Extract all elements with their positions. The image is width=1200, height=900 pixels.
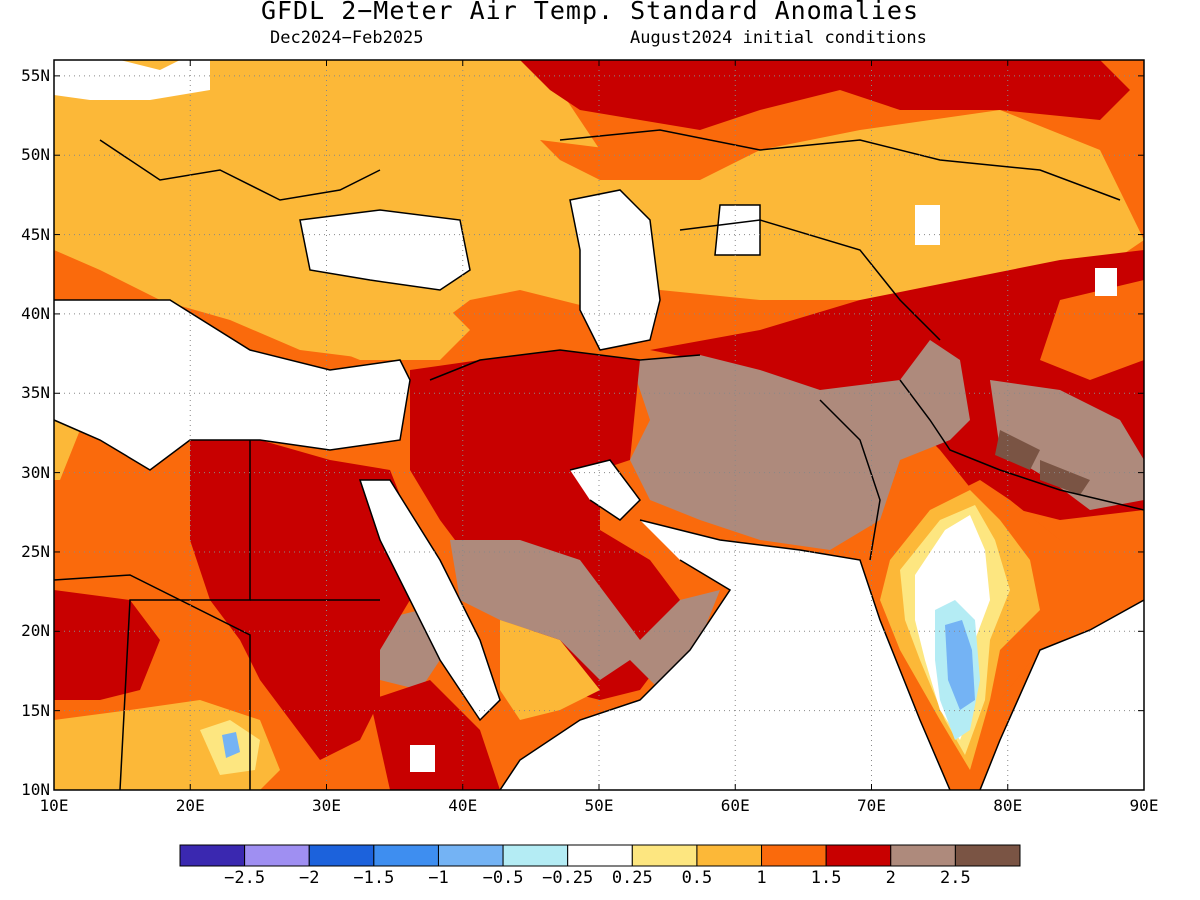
mediterranean-sea <box>54 300 410 470</box>
strong-warm-chad <box>54 590 160 700</box>
black-sea <box>300 210 470 290</box>
colorbar-label: 0.5 <box>681 868 713 888</box>
initial-conditions: August2024 initial conditions <box>630 28 927 48</box>
colorbar-label: 2.5 <box>940 868 971 888</box>
very-strong-warm-iran-pakistan <box>630 340 970 550</box>
lat-label: 15N <box>21 700 50 720</box>
moderate-warm-turkey <box>300 300 470 360</box>
colorbar-label: 1.5 <box>810 868 842 888</box>
lat-label: 35N <box>21 383 50 403</box>
lat-label: 40N <box>21 303 50 323</box>
colorbar-swatch <box>631 844 698 867</box>
caspian-coast <box>569 189 661 351</box>
aral-sea <box>715 205 760 255</box>
lon-label: 90E <box>1129 796 1159 815</box>
lat-label: 45N <box>21 224 50 244</box>
mediterranean-coast <box>54 299 411 471</box>
cool-india <box>945 620 975 710</box>
cool-spot-sudan <box>222 732 240 758</box>
very-strong-warm-tibet <box>990 380 1144 510</box>
lat-label: 20N <box>21 621 50 641</box>
lake-nodata-east <box>1095 268 1117 296</box>
lat-label: 55N <box>21 65 50 85</box>
grid-lines <box>54 60 1144 790</box>
lat-label: 10N <box>21 780 50 799</box>
extreme-warm-tibet-2 <box>1040 460 1090 495</box>
warm-patch-kazakh <box>540 140 760 180</box>
colorbar-label: 0.25 <box>611 868 653 888</box>
lon-label: 20E <box>175 796 205 815</box>
arabian-sea-coast <box>639 519 951 790</box>
lon-label: 10E <box>39 796 69 815</box>
colorbar-swatch <box>567 844 633 867</box>
pakistan-border <box>819 399 881 561</box>
axis-ticks <box>53 60 1145 791</box>
persian-gulf <box>570 460 640 520</box>
colorbar-label: −2.5 <box>224 868 266 888</box>
colorbar-swatch <box>761 844 827 867</box>
turkey-border <box>429 349 701 381</box>
gulf-coast <box>569 459 641 521</box>
bengal-coast <box>979 599 1144 790</box>
lon-label: 70E <box>857 796 886 815</box>
colorbar <box>179 844 1021 867</box>
arabian-sea <box>500 520 950 790</box>
colorbar-label: 2 <box>885 868 896 888</box>
moderate-warm-libya-coast <box>54 420 80 480</box>
russia-border <box>559 129 1121 201</box>
red-sea <box>360 480 500 720</box>
balkhash-lake <box>915 205 940 245</box>
colorbar-swatch <box>373 844 439 867</box>
colorbar-label: 1 <box>756 868 767 888</box>
strong-warm-ethiopia <box>370 680 500 790</box>
colorbar-swatch <box>502 844 569 867</box>
central-asia-border <box>679 219 941 341</box>
colorbar-label: −2 <box>298 868 320 888</box>
lon-label: 40E <box>448 796 478 815</box>
lake-tana <box>410 745 435 772</box>
lon-label: 50E <box>584 796 614 815</box>
colorbar-swatch <box>437 844 504 867</box>
extreme-warm-tibet <box>995 430 1040 470</box>
forecast-period: Dec2024−Feb2025 <box>270 28 424 48</box>
himalaya-border <box>899 379 1144 511</box>
red-sea-coast <box>358 479 501 722</box>
colorbar-swatch <box>179 844 246 867</box>
colorbar-label: −1 <box>428 868 449 888</box>
lon-label: 80E <box>993 796 1023 815</box>
warm-patch-east <box>1040 280 1144 380</box>
lon-label: 30E <box>312 796 341 815</box>
colorbar-swatch <box>696 844 763 867</box>
arabia-south-coast <box>499 559 732 790</box>
very-strong-warm-arabia <box>450 540 720 690</box>
colorbar-swatch <box>308 844 375 867</box>
lon-label: 60E <box>720 796 750 815</box>
colorbar-label: −0.5 <box>482 868 524 888</box>
baltic-sea <box>54 60 210 100</box>
europe-border <box>99 139 381 201</box>
black-sea-coast <box>299 209 471 291</box>
bay-of-bengal <box>980 600 1144 790</box>
aral-coast <box>714 204 761 256</box>
lat-label: 50N <box>21 145 50 165</box>
map-title: GFDL 2−Meter Air Temp. Standard Anomalie… <box>260 0 920 25</box>
moderate-warm-yemen <box>500 620 600 720</box>
colorbar-swatch <box>890 844 956 867</box>
colorbar-label: −1.5 <box>353 868 395 888</box>
colorbar-label: −0.25 <box>542 868 594 888</box>
lat-label: 25N <box>21 541 50 561</box>
colorbar-swatch <box>244 844 310 867</box>
colorbar-swatch <box>825 844 892 867</box>
lat-label: 30N <box>21 462 50 482</box>
strong-warm-north <box>520 60 1130 130</box>
colorbar-swatch <box>954 844 1021 867</box>
caspian-sea <box>570 190 660 350</box>
